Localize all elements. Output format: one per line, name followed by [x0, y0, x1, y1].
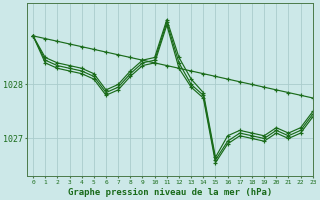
- X-axis label: Graphe pression niveau de la mer (hPa): Graphe pression niveau de la mer (hPa): [68, 188, 272, 197]
